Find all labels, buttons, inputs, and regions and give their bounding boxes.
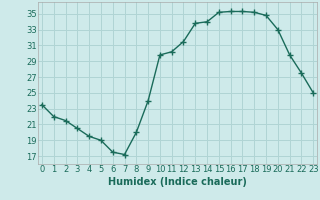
X-axis label: Humidex (Indice chaleur): Humidex (Indice chaleur) xyxy=(108,177,247,187)
